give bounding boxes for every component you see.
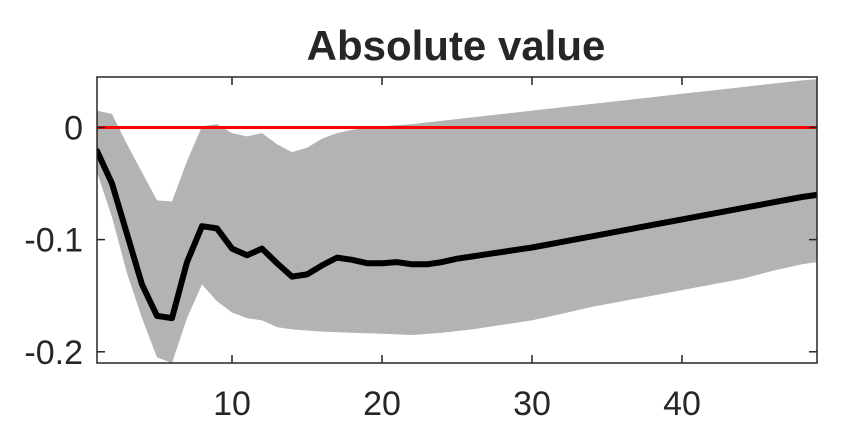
x-tick-label: 10 xyxy=(213,385,251,423)
y-tick-label: -0.2 xyxy=(24,334,83,372)
x-tick-label: 20 xyxy=(363,385,401,423)
y-tick-label: -0.1 xyxy=(24,222,83,260)
x-tick-label: 30 xyxy=(513,385,551,423)
x-tick-label: 40 xyxy=(663,385,701,423)
chart-title: Absolute value xyxy=(307,22,606,69)
y-tick-label: 0 xyxy=(64,109,83,147)
axes-box xyxy=(96,76,818,364)
confidence-band xyxy=(97,79,817,363)
axes: 10 20 30 40 0 -0.1 -0.2 xyxy=(24,76,818,423)
plot-area xyxy=(97,79,817,363)
median-line xyxy=(97,148,817,322)
